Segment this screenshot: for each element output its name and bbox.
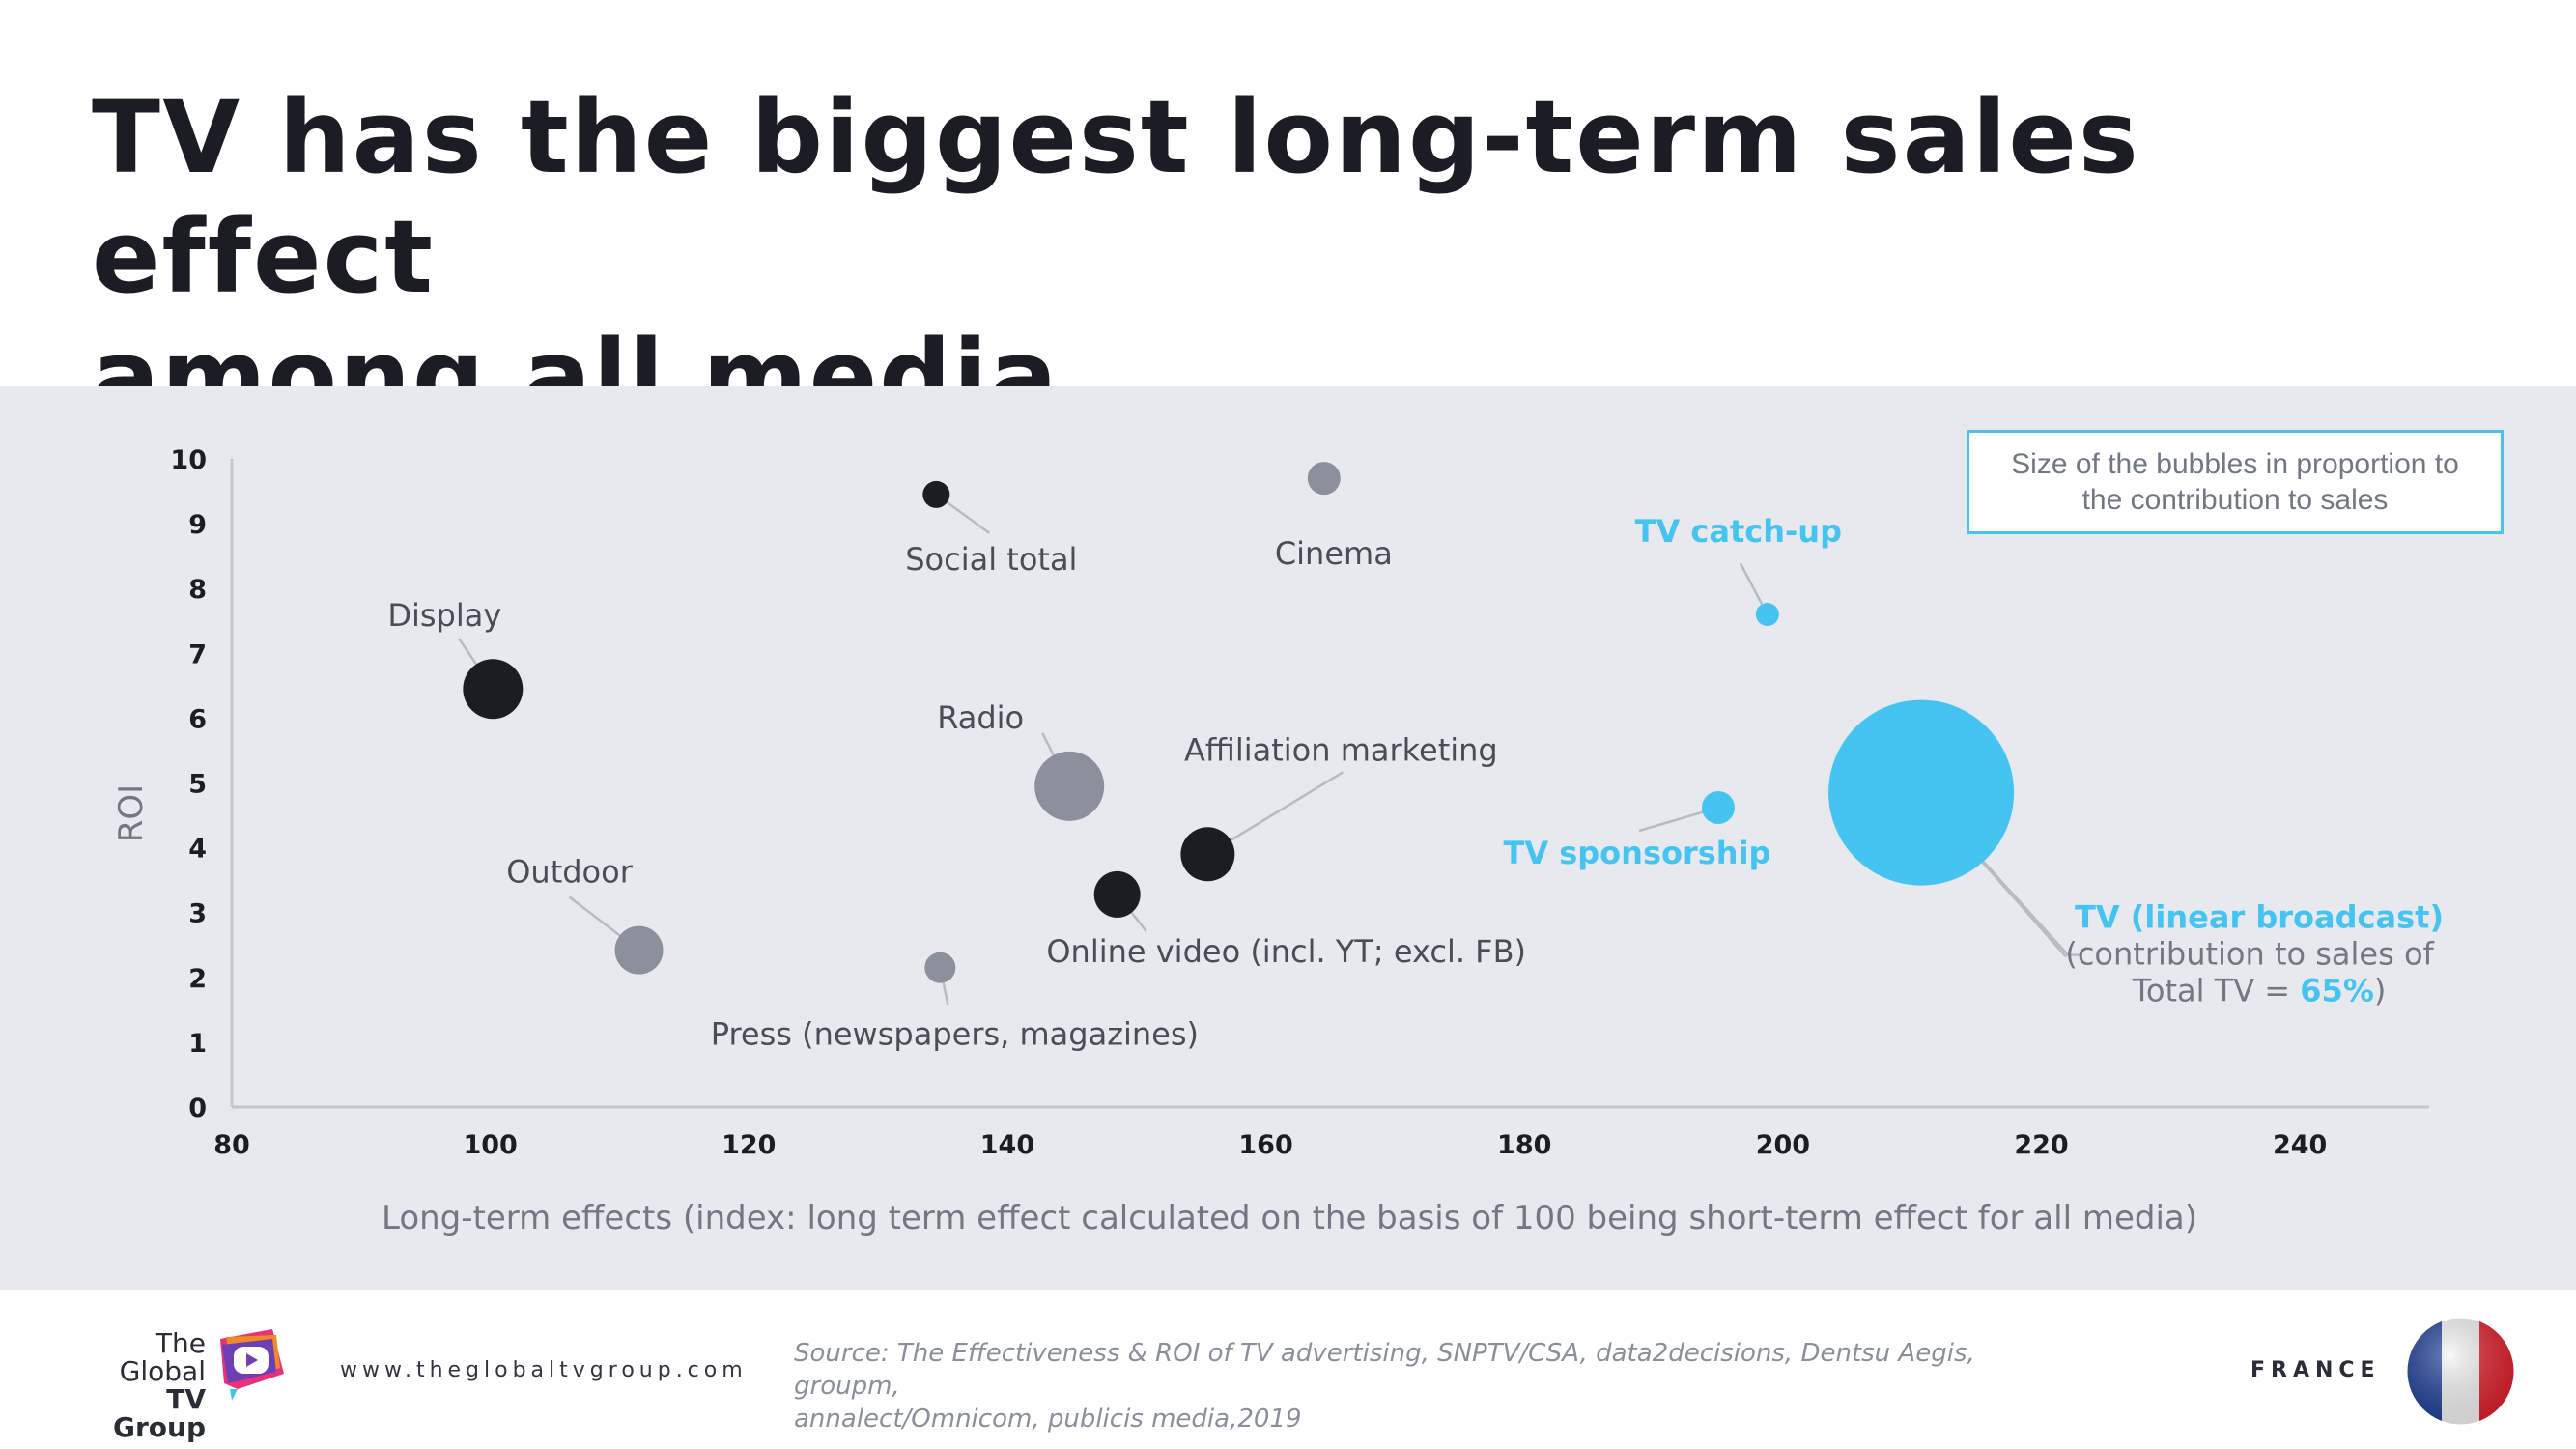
y-axis-title: ROI — [112, 784, 151, 842]
country-label: FRANCE — [2250, 1358, 2381, 1382]
x-tick-label: 240 — [2273, 1130, 2327, 1160]
bubble-cinema — [1307, 462, 1341, 496]
bubble-label: Outdoor — [506, 854, 633, 891]
bubble-outdoor — [614, 925, 664, 975]
y-tick-label: 4 — [188, 835, 207, 865]
x-tick-label: 160 — [1238, 1130, 1292, 1160]
source-line-2: annalect/Omnicom, publicis media,2019 — [794, 1405, 1302, 1434]
title-line-1: TV has the biggest long-term sales effec… — [92, 78, 2140, 316]
logo-line-3: TV Group — [112, 1383, 206, 1443]
y-tick-label: 9 — [188, 510, 207, 540]
y-tick-label: 3 — [188, 899, 207, 929]
logo-wordmark: The Global TV Group — [66, 1329, 206, 1441]
bubble-display — [463, 659, 524, 720]
bubble-label: Online video (incl. YT; excl. FB) — [1046, 933, 1526, 970]
bubble-press-newspapers-magazines — [924, 952, 956, 983]
y-tick-label: 0 — [188, 1094, 207, 1123]
bubble-chart: 0 1 2 3 4 5 6 7 8 9 10 80 100 120 140 160 180 200 220 240 Lo… — [112, 445, 2444, 1237]
france-flag-icon — [2407, 1318, 2514, 1425]
y-tick-label: 6 — [188, 704, 207, 734]
y-tick-label: 10 — [170, 445, 207, 475]
website-url[interactable]: www.theglobaltvgroup.com — [340, 1358, 748, 1382]
source-note: Source: The Effectiveness & ROI of TV ad… — [794, 1337, 2050, 1435]
y-tick-label: 8 — [188, 575, 207, 605]
x-tick-label: 80 — [213, 1130, 250, 1160]
bubble-size-note: Size of the bubbles in proportion to the… — [1967, 430, 2504, 534]
source-line-1: Source: The Effectiveness & ROI of TV ad… — [794, 1339, 1975, 1401]
y-tick-label: 2 — [188, 964, 207, 994]
bubble-size-note-line-2: the contribution to sales — [2081, 484, 2389, 516]
x-tick-label: 220 — [2014, 1130, 2068, 1160]
bubble-tv-catch-up — [1755, 603, 1779, 627]
bubble-social-total — [922, 480, 950, 508]
bubble-label: TV catch-up — [1635, 513, 1842, 550]
bubble-label: TV (linear broadcast) — [2075, 899, 2444, 936]
logo-line-1: The — [155, 1327, 206, 1359]
bubble-tv-linear-broadcast — [1828, 699, 2015, 886]
play-speech-bubble-icon — [220, 1329, 284, 1401]
bubble-radio — [1034, 751, 1105, 821]
bubble-label: TV sponsorship — [1503, 835, 1770, 871]
bubble-label: Total TV = 65%) — [2132, 973, 2387, 1009]
x-tick-label: 180 — [1497, 1130, 1551, 1160]
y-tick-label: 5 — [188, 770, 207, 800]
bubble-online-video-incl-yt-excl-fb — [1093, 870, 1141, 918]
x-tick-label: 120 — [722, 1130, 776, 1160]
logo-line-2: Global — [119, 1355, 206, 1387]
bubble-label: (contribution to sales of — [2065, 936, 2434, 973]
bubble-label: Social total — [905, 541, 1077, 578]
global-tv-group-logo[interactable]: The Global TV Group — [66, 1325, 297, 1441]
page-title: TV has the biggest long-term sales effec… — [92, 77, 2458, 437]
x-tick-label: 200 — [1756, 1130, 1810, 1160]
y-tick-label: 1 — [188, 1029, 207, 1059]
bubble-label: Cinema — [1275, 535, 1393, 572]
bubble-label: Affiliation marketing — [1184, 731, 1498, 768]
x-axis-title: Long-term effects (index: long term effe… — [382, 1199, 2197, 1237]
bubble-size-note-line-1: Size of the bubbles in proportion to — [2011, 448, 2459, 480]
bubble-label: Radio — [937, 699, 1024, 736]
chart-panel — [0, 386, 2576, 1290]
bubble-label: Press (newspapers, magazines) — [711, 1016, 1199, 1053]
y-tick-label: 7 — [188, 639, 207, 669]
bubble-tv-sponsorship — [1701, 790, 1735, 824]
bubble-label: Display — [387, 597, 501, 634]
x-tick-label: 100 — [463, 1130, 517, 1160]
bubble-affiliation-marketing — [1180, 827, 1235, 882]
x-tick-label: 140 — [980, 1130, 1034, 1160]
